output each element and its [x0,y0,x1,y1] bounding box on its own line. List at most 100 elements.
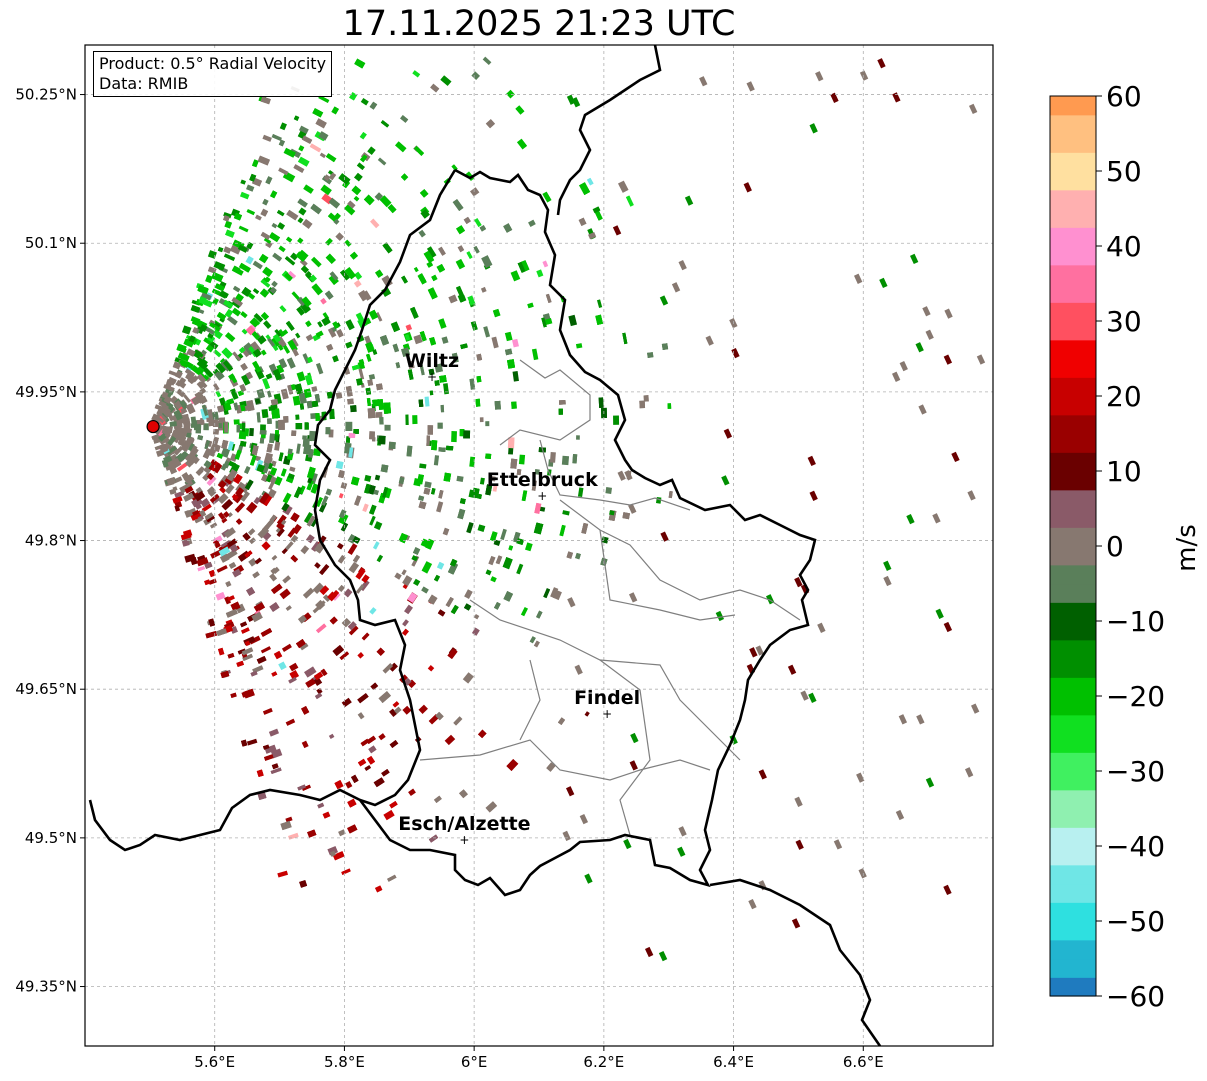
velocity-gate [438,447,446,452]
velocity-gate [172,361,181,370]
velocity-gate [270,467,278,476]
velocity-gate [253,496,261,505]
velocity-gate [270,767,282,774]
lat-tick-label: 49.95°N [15,383,77,401]
velocity-gate [453,716,463,726]
velocity-gate [413,578,421,587]
velocity-gate [221,347,233,359]
velocity-gate [297,198,308,208]
velocity-gate [705,335,714,346]
admin-boundaries [419,359,801,836]
velocity-gate [168,457,181,469]
velocity-gate [219,317,225,323]
velocity-gate [213,349,222,358]
velocity-gate [348,625,359,636]
velocity-gate [375,312,383,322]
lon-tick-label: 6.4°E [713,1053,754,1071]
velocity-gate [375,885,383,893]
velocity-gate [445,597,454,608]
velocity-gate [423,487,431,495]
velocity-gate [360,154,368,163]
velocity-gate [895,809,905,821]
velocity-gate [319,585,330,596]
velocity-gate [347,798,357,808]
velocity-gate [228,460,237,468]
velocity-gate [419,463,427,469]
velocity-gate [259,492,270,505]
velocity-gate [316,497,323,507]
velocity-gate [271,280,278,288]
velocity-gate [203,337,212,345]
velocity-gate [367,146,376,155]
velocity-gate [286,357,296,369]
velocity-gate [205,274,213,284]
velocity-gate [279,305,287,313]
admin-boundary-line [519,659,651,836]
velocity-gate [217,405,225,413]
velocity-gate [263,237,272,244]
velocity-gate [482,56,492,66]
velocity-gate [333,218,340,225]
velocity-gate [313,671,324,681]
velocity-gate [169,466,178,475]
velocity-gate [291,430,297,437]
velocity-gate [249,173,257,182]
velocity-gate [883,560,892,571]
velocity-gate [212,419,219,428]
velocity-gate [172,496,183,504]
radar-map[interactable]: +Wiltz+Ettelbruck+Findel+Esch/Alzette 5.… [0,0,1000,1081]
velocity-gate [303,184,314,194]
velocity-gate [323,174,331,181]
velocity-gate [260,208,269,217]
velocity-gate [223,460,231,469]
velocity-gate [190,557,198,565]
velocity-gate [245,256,254,265]
colorbar-segment [1050,846,1096,866]
velocity-gate [297,296,307,307]
velocity-gate [256,463,265,473]
velocity-gate [562,510,570,516]
velocity-gate [203,423,209,431]
velocity-gate [153,414,165,424]
velocity-gate [438,490,444,499]
velocity-gate [242,653,253,661]
velocity-gate [571,97,581,108]
velocity-gate [280,468,287,477]
velocity-gate [286,209,299,221]
colorbar-segment [1050,246,1096,266]
velocity-gate [241,627,250,634]
colorbar-gradient [1049,95,1097,997]
colorbar-tick-label: −60 [1106,980,1165,1013]
velocity-gate [491,336,499,349]
velocity-gate [644,946,654,958]
velocity-gate [446,445,454,451]
velocity-gate [480,286,487,293]
velocity-gate [290,512,300,523]
city-label: Ettelbruck [487,469,598,491]
velocity-gate [561,455,570,466]
velocity-gate [416,474,424,485]
velocity-gate [325,427,331,435]
velocity-gate [252,665,264,674]
velocity-gate [249,317,260,328]
velocity-gate [223,246,232,254]
velocity-gate [241,374,251,386]
velocity-gate [228,561,237,569]
product-info-box: Product: 0.5° Radial Velocity Data: RMIB [93,51,333,97]
velocity-gate [369,607,377,615]
velocity-gate [220,670,230,679]
velocity-gate [568,314,578,327]
velocity-gate [304,374,314,386]
velocity-gate [256,769,264,778]
velocity-gate [261,408,269,419]
velocity-gate [262,707,273,715]
velocity-gate [830,92,839,103]
velocity-gate [311,283,323,296]
velocity-gate [268,462,273,470]
velocity-gate [365,341,375,353]
velocity-gate [284,541,294,551]
velocity-gate [376,647,385,656]
velocity-gate [345,385,353,397]
velocity-gate [264,276,271,283]
velocity-gate [267,337,275,347]
